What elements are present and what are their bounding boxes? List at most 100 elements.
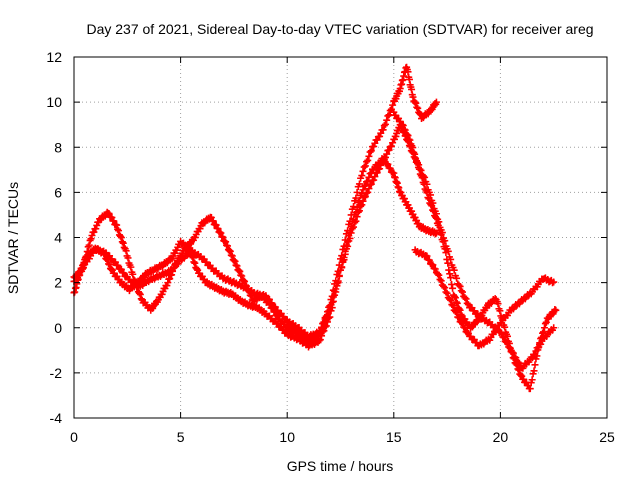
data-point	[235, 267, 243, 275]
data-point	[359, 197, 367, 205]
data-point	[127, 263, 135, 271]
data-point	[83, 248, 91, 256]
data-point	[453, 299, 461, 307]
data-point	[137, 295, 145, 303]
data-point	[92, 225, 100, 233]
data-point	[448, 301, 456, 309]
data-point	[347, 229, 355, 237]
data-point	[219, 233, 227, 241]
data-point	[352, 194, 360, 202]
data-point	[386, 107, 394, 115]
data-point	[108, 213, 116, 221]
data-point	[447, 274, 455, 282]
data-point	[406, 136, 414, 144]
data-point	[405, 135, 413, 143]
data-point	[217, 229, 225, 237]
chart-title: Day 237 of 2021, Sidereal Day-to-day VTE…	[86, 21, 593, 37]
data-point	[382, 153, 390, 161]
data-point	[514, 365, 522, 373]
data-layer	[70, 63, 560, 393]
data-point	[445, 295, 453, 303]
data-point	[107, 265, 115, 273]
data-point	[365, 173, 373, 181]
data-point	[439, 238, 447, 246]
data-point	[364, 188, 372, 196]
data-point	[238, 272, 246, 280]
data-point	[106, 261, 114, 269]
data-point	[398, 121, 406, 129]
data-point	[367, 180, 375, 188]
y-tick-label: 12	[46, 49, 62, 65]
data-point	[79, 264, 87, 272]
data-point	[386, 164, 394, 172]
data-point	[166, 275, 174, 283]
data-point	[457, 318, 465, 326]
data-series-trace-b	[70, 63, 440, 346]
data-point	[344, 242, 352, 250]
data-point	[360, 163, 368, 171]
data-point	[316, 327, 324, 335]
data-point	[505, 339, 513, 347]
data-point	[463, 299, 471, 307]
data-point	[541, 320, 549, 328]
data-series-trace-e	[411, 246, 558, 350]
data-point	[119, 239, 127, 247]
data-point	[461, 324, 469, 332]
data-point	[526, 385, 534, 393]
data-point	[350, 203, 358, 211]
data-point	[113, 221, 121, 229]
data-point	[347, 211, 355, 219]
data-point	[496, 307, 504, 315]
data-point	[87, 235, 95, 243]
data-point	[366, 148, 374, 156]
data-point	[85, 241, 93, 249]
data-point	[425, 256, 433, 264]
data-point	[230, 257, 238, 265]
data-point	[320, 319, 328, 327]
data-point	[348, 225, 356, 233]
data-point	[365, 152, 373, 160]
data-point	[231, 257, 239, 265]
y-tick-label: -4	[50, 410, 63, 426]
data-point	[190, 258, 198, 266]
data-point	[528, 376, 536, 384]
x-axis-label: GPS time / hours	[287, 458, 394, 474]
data-point	[535, 343, 543, 351]
data-point	[124, 254, 132, 262]
data-point	[456, 282, 464, 290]
data-point	[462, 295, 470, 303]
data-point	[442, 288, 450, 296]
data-point	[451, 307, 459, 315]
y-tick-label: 0	[54, 320, 62, 336]
data-point	[357, 202, 365, 210]
data-point	[341, 250, 349, 258]
data-point	[322, 314, 330, 322]
x-tick-label: 0	[70, 429, 78, 445]
data-point	[412, 99, 420, 107]
data-point	[458, 288, 466, 296]
data-point	[376, 165, 384, 173]
data-point	[373, 169, 381, 177]
data-point	[510, 355, 518, 363]
data-point	[400, 125, 408, 133]
data-point	[371, 173, 379, 181]
data-point	[384, 160, 392, 168]
data-point	[382, 120, 390, 128]
data-point	[425, 195, 433, 203]
data-point	[498, 329, 506, 337]
data-point	[452, 298, 460, 306]
data-point	[363, 158, 371, 166]
data-point	[442, 249, 450, 257]
data-point	[434, 221, 442, 229]
data-point	[326, 306, 334, 314]
x-tick-label: 10	[279, 429, 295, 445]
data-point	[237, 271, 245, 279]
data-point	[432, 214, 440, 222]
data-point	[530, 367, 538, 375]
data-point	[117, 234, 125, 242]
data-point	[370, 142, 378, 150]
data-point	[380, 122, 388, 130]
data-point	[508, 349, 516, 357]
data-point	[441, 245, 449, 253]
